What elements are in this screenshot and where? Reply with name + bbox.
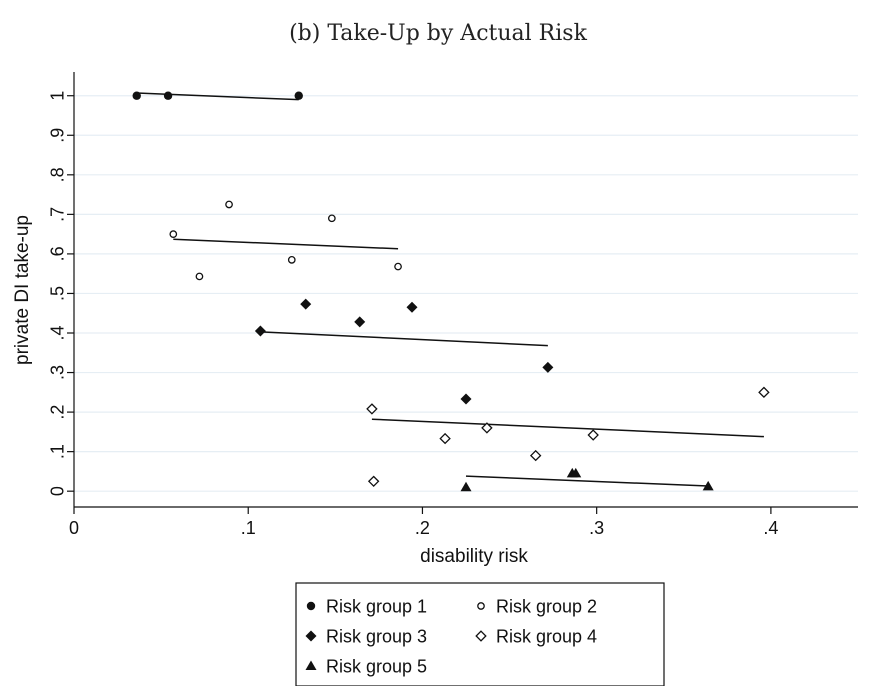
data-point-group-2 xyxy=(169,230,178,238)
x-tick-label: .2 xyxy=(415,518,430,538)
data-point-group-3 xyxy=(542,361,554,373)
legend-label: Risk group 3 xyxy=(326,626,427,646)
y-tick-label: .6 xyxy=(47,246,67,261)
fit-line-group-3 xyxy=(260,331,548,347)
y-axis-label: private DI take-up xyxy=(12,215,33,365)
legend-label: Risk group 4 xyxy=(496,626,597,646)
legend-label: Risk group 1 xyxy=(326,596,427,616)
data-point-group-2 xyxy=(327,214,336,223)
data-point-group-2 xyxy=(287,255,296,264)
legend: Risk group 1 Risk group 2 Risk group 3 Risk… xyxy=(295,582,665,686)
x-tick-label: .4 xyxy=(763,518,778,538)
data-point-group-1 xyxy=(132,91,141,100)
data-point-group-3 xyxy=(460,393,472,405)
legend-marker-group-4 xyxy=(475,630,487,642)
y-tick-label: .4 xyxy=(47,325,67,340)
legend-marker-group-2 xyxy=(477,602,485,610)
data-point-group-4 xyxy=(367,475,380,488)
fit-line-group-4 xyxy=(371,418,764,438)
data-points xyxy=(132,91,770,492)
data-point-group-1 xyxy=(163,91,173,100)
data-point-group-4 xyxy=(529,449,542,462)
legend-marker-group-3 xyxy=(305,630,317,642)
data-point-group-4 xyxy=(439,432,451,445)
data-point-group-2 xyxy=(225,200,233,209)
y-tick-label: .5 xyxy=(47,286,67,301)
data-point-group-5 xyxy=(460,481,472,492)
fit-line-group-2 xyxy=(173,238,399,250)
y-tick-label: .9 xyxy=(47,128,67,143)
data-point-group-4 xyxy=(587,429,599,441)
data-point-group-2 xyxy=(394,262,402,271)
y-tick-label: .3 xyxy=(47,365,67,380)
fit-lines xyxy=(136,92,764,487)
data-point-group-3 xyxy=(300,298,312,310)
gridlines xyxy=(74,95,858,492)
x-tick-label: .1 xyxy=(241,518,256,538)
data-point-group-1 xyxy=(294,91,303,100)
axes: 0 .1 .2 .3 .4 .5 .6 .7 .8 .9 1 0 .1 .2 .3 .4 xyxy=(47,72,858,538)
data-point-group-4 xyxy=(366,403,378,415)
x-tick-label: 0 xyxy=(69,518,79,538)
data-point-group-5 xyxy=(570,467,582,478)
data-point-group-2 xyxy=(195,272,204,281)
chart-title: (b) Take-Up by Actual Risk xyxy=(289,21,587,46)
data-point-group-4 xyxy=(758,386,770,399)
legend-label: Risk group 2 xyxy=(496,596,597,616)
data-point-group-3 xyxy=(254,325,266,337)
legend-marker-group-1 xyxy=(306,601,316,611)
y-tick-label: .7 xyxy=(47,207,67,222)
y-tick-label: .2 xyxy=(47,405,67,420)
x-tick-label: .3 xyxy=(589,518,604,538)
data-point-group-4 xyxy=(481,422,493,434)
y-tick-label: .8 xyxy=(47,167,67,182)
legend-marker-group-5 xyxy=(305,660,317,670)
y-tick-label: 0 xyxy=(47,486,67,496)
data-point-group-5 xyxy=(702,480,714,491)
legend-label: Risk group 5 xyxy=(326,656,427,676)
data-point-group-3 xyxy=(406,301,418,313)
fit-line-group-1 xyxy=(136,92,299,101)
y-tick-label: 1 xyxy=(47,91,67,101)
y-tick-label: .1 xyxy=(47,444,67,459)
x-axis-label: disability risk xyxy=(420,546,528,567)
data-point-group-3 xyxy=(354,316,366,328)
fit-line-group-5 xyxy=(465,475,709,487)
